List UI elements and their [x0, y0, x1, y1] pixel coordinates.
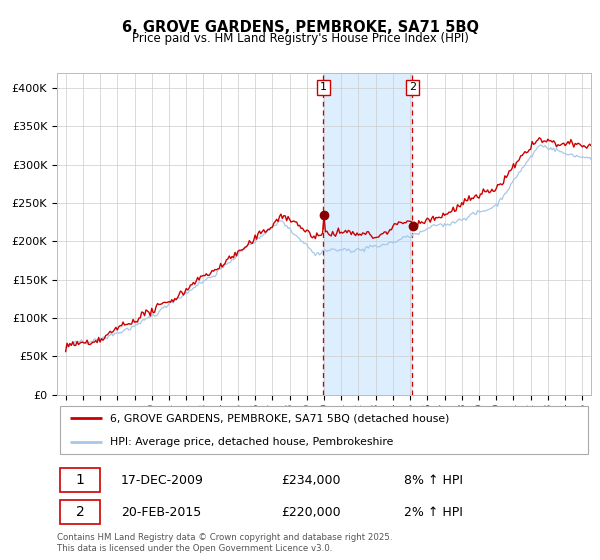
Text: £220,000: £220,000 — [281, 506, 341, 519]
Text: 1: 1 — [76, 473, 85, 487]
FancyBboxPatch shape — [59, 468, 100, 492]
Text: 8% ↑ HPI: 8% ↑ HPI — [404, 474, 463, 487]
Text: HPI: Average price, detached house, Pembrokeshire: HPI: Average price, detached house, Pemb… — [110, 436, 394, 446]
Text: £234,000: £234,000 — [281, 474, 341, 487]
FancyBboxPatch shape — [59, 500, 100, 525]
Text: 2% ↑ HPI: 2% ↑ HPI — [404, 506, 463, 519]
Text: 1: 1 — [320, 82, 327, 92]
Bar — [323, 73, 412, 395]
Text: 6, GROVE GARDENS, PEMBROKE, SA71 5BQ: 6, GROVE GARDENS, PEMBROKE, SA71 5BQ — [121, 20, 479, 35]
Text: 2: 2 — [76, 505, 85, 520]
Text: 17-DEC-2009: 17-DEC-2009 — [121, 474, 204, 487]
Text: Price paid vs. HM Land Registry's House Price Index (HPI): Price paid vs. HM Land Registry's House … — [131, 32, 469, 45]
Text: Contains HM Land Registry data © Crown copyright and database right 2025.
This d: Contains HM Land Registry data © Crown c… — [57, 533, 392, 553]
FancyBboxPatch shape — [59, 406, 589, 454]
Text: 6, GROVE GARDENS, PEMBROKE, SA71 5BQ (detached house): 6, GROVE GARDENS, PEMBROKE, SA71 5BQ (de… — [110, 413, 450, 423]
Text: 20-FEB-2015: 20-FEB-2015 — [121, 506, 202, 519]
Text: 2: 2 — [409, 82, 416, 92]
